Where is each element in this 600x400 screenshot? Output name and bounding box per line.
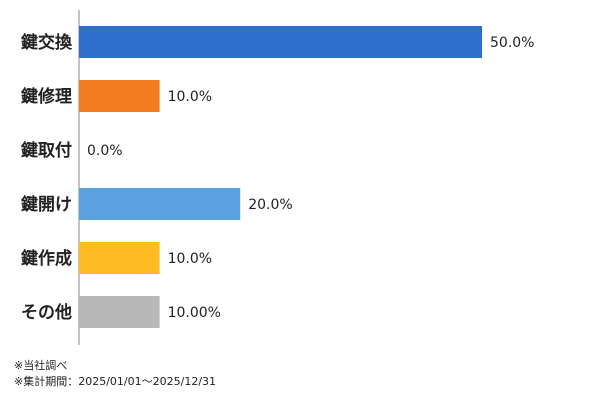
category-label: その他: [21, 302, 72, 323]
note: ※当社調べ: [14, 358, 67, 372]
category-label: 鍵修理: [21, 86, 72, 107]
bar: [79, 188, 241, 220]
category-label: 鍵交換: [21, 32, 73, 53]
value-label: 10.0%: [168, 89, 212, 105]
bar: [79, 242, 160, 274]
bar: [79, 26, 482, 58]
category-label: 鍵開け: [21, 194, 72, 215]
category-label: 鍵取付: [21, 140, 72, 161]
bar: [79, 296, 160, 328]
bar: [79, 80, 160, 112]
value-label: 50.0%: [490, 35, 534, 51]
note: ※集計期間：2025/01/01～2025/12/31: [14, 374, 216, 388]
value-label: 10.00%: [168, 305, 221, 321]
value-label: 0.0%: [87, 143, 123, 159]
category-label: 鍵作成: [21, 248, 72, 269]
value-label: 20.0%: [248, 197, 292, 213]
value-label: 10.0%: [168, 251, 212, 267]
